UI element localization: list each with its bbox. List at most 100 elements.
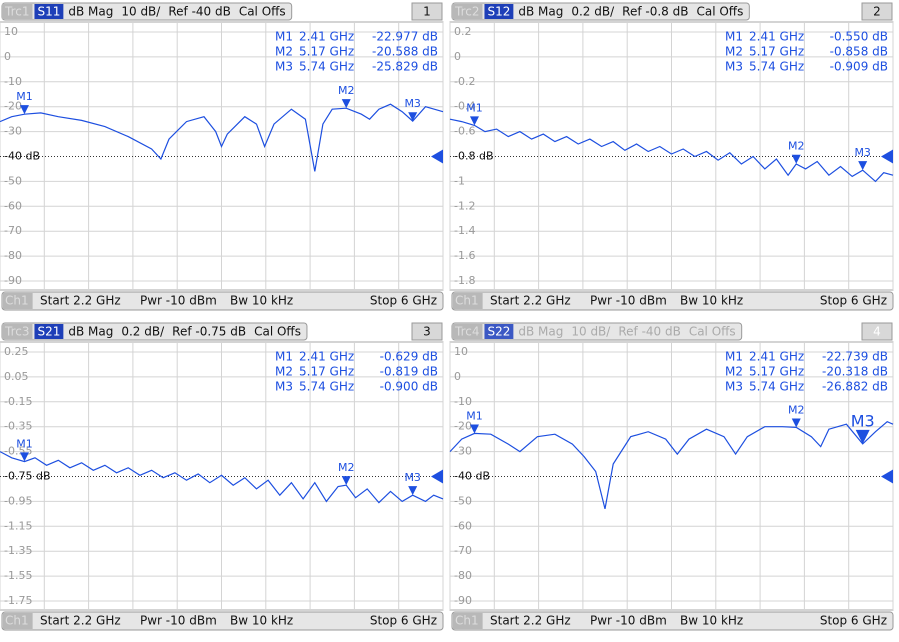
trace-param <box>484 324 514 339</box>
y-tick-label: -50 <box>4 174 22 187</box>
footer-text: Bw 10 kHz <box>230 294 293 308</box>
marker-value: -0.909 dB <box>830 60 888 74</box>
marker-x: 5.17 GHz <box>299 45 354 59</box>
y-tick-label: 10 <box>4 25 18 38</box>
marker-x: 2.41 GHz <box>749 30 804 44</box>
y-tick-label: 0.05 <box>4 370 29 383</box>
header-item <box>452 4 483 19</box>
header-text: S21 <box>37 325 60 339</box>
header-text: Cal Offs <box>689 325 736 339</box>
header-text: dB Mag <box>518 5 563 19</box>
y-tick-label: -70 <box>4 224 22 237</box>
marker-value: -22.977 dB <box>372 30 438 44</box>
marker <box>791 418 801 428</box>
header-text: Trc3 <box>4 325 29 339</box>
footer-text: Ch1 <box>455 614 479 628</box>
header-text: Ref -40 dB <box>168 5 230 19</box>
marker-x: 5.17 GHz <box>749 365 804 379</box>
marker-value: -26.882 dB <box>822 380 888 394</box>
y-tick-label: -0.2 <box>454 75 475 88</box>
marker-name: M1 <box>275 350 293 364</box>
y-tick-label: 0 <box>454 50 461 63</box>
marker <box>341 99 351 109</box>
marker-name: M3 <box>275 380 293 394</box>
panel: 0.250.05-0.15-0.35-0.55-0.75 dB-0.95-1.1… <box>0 322 444 631</box>
marker-x: 5.74 GHz <box>299 60 354 74</box>
marker <box>19 452 29 462</box>
footer-text: Stop 6 GHz <box>370 294 437 308</box>
y-tick-label: -10 <box>4 75 22 88</box>
footer-text: Ch1 <box>5 614 29 628</box>
trace-param <box>34 4 64 19</box>
marker-value: -0.629 dB <box>380 350 438 364</box>
header-text: Trc2 <box>454 5 479 19</box>
marker-label: M1 <box>466 101 483 114</box>
marker-name: M2 <box>725 45 743 59</box>
panel: 10 0 -10 -20 -30 -40 dB -50 -60 -70 -80 -90 M1 M1 2.4… <box>449 322 894 631</box>
marker-value: -0.900 dB <box>380 380 438 394</box>
marker-name: M3 <box>725 60 743 74</box>
header-text: Cal Offs <box>254 325 301 339</box>
y-tick-label: -10 <box>454 395 472 408</box>
marker-name: M3 <box>725 380 743 394</box>
header-text: 10 dB/ <box>571 325 611 339</box>
trace <box>449 118 894 183</box>
marker <box>791 154 801 164</box>
marker-name: M2 <box>275 45 293 59</box>
y-tick-label: -90 <box>4 274 22 287</box>
header-text: 0.2 dB/ <box>571 5 615 19</box>
y-tick-label: -40 dB <box>454 470 490 483</box>
footer-text: Ch1 <box>5 294 29 308</box>
y-tick-label: -50 <box>454 494 472 507</box>
y-tick-label: -60 <box>454 519 472 532</box>
trace-number-box <box>861 322 893 341</box>
header-text: dB Mag <box>518 325 563 339</box>
footer-text: Bw 10 kHz <box>230 614 293 628</box>
header-text: Cal Offs <box>696 5 743 19</box>
marker-label: M1 <box>16 90 33 103</box>
header-text: dB Mag <box>68 5 113 19</box>
header-text: Ref -0.75 dB <box>172 325 246 339</box>
trace-param <box>484 4 514 19</box>
y-tick-label: 0 <box>454 370 461 383</box>
y-tick-label: -30 <box>454 445 472 458</box>
y-tick-label: -0.95 <box>4 494 32 507</box>
footer-bar <box>1 291 444 311</box>
header-text: Trc4 <box>454 325 479 339</box>
footer-text: Stop 6 GHz <box>370 614 437 628</box>
channel-box <box>453 293 483 309</box>
marker-value: -0.819 dB <box>380 365 438 379</box>
footer-text: Ch1 <box>455 294 479 308</box>
header-text: 0.2 dB/ <box>121 325 165 339</box>
footer-text: Bw 10 kHz <box>680 614 743 628</box>
header-text: S12 <box>487 5 510 19</box>
y-tick-label: -30 <box>4 125 22 138</box>
marker-label: M3 <box>404 97 421 110</box>
y-tick-label: -40 dB <box>4 150 40 163</box>
marker-name: M2 <box>725 365 743 379</box>
marker-x: 5.74 GHz <box>749 60 804 74</box>
y-tick-label: -1.8 <box>454 274 475 287</box>
panel: 10 0 -10 -20 -30 -40 dB -50 -60 -70 -80 -90 M1 M1 2.4… <box>0 2 444 311</box>
footer-text: Start 2.2 GHz <box>490 294 571 308</box>
header-text: Ref -0.8 dB <box>622 5 688 19</box>
y-tick-label: -0.6 <box>454 125 475 138</box>
marker-x: 2.41 GHz <box>299 350 354 364</box>
channel-box <box>3 293 33 309</box>
footer-bar <box>451 611 894 631</box>
marker-label: M1 <box>16 437 33 450</box>
marker-x: 5.17 GHz <box>299 365 354 379</box>
header-text: dB Mag <box>68 325 113 339</box>
y-tick-label: -0.15 <box>4 395 32 408</box>
footer-text: Stop 6 GHz <box>820 294 887 308</box>
marker-label: M3 <box>851 411 875 430</box>
y-tick-label: -80 <box>454 569 472 582</box>
reference-arrow <box>881 149 893 164</box>
marker-x: 2.41 GHz <box>749 350 804 364</box>
marker-value: -20.588 dB <box>372 45 438 59</box>
marker-label: M1 <box>466 410 483 423</box>
channel-box <box>3 613 33 629</box>
marker-x: 5.74 GHz <box>299 380 354 394</box>
trace-number-box <box>411 322 443 341</box>
